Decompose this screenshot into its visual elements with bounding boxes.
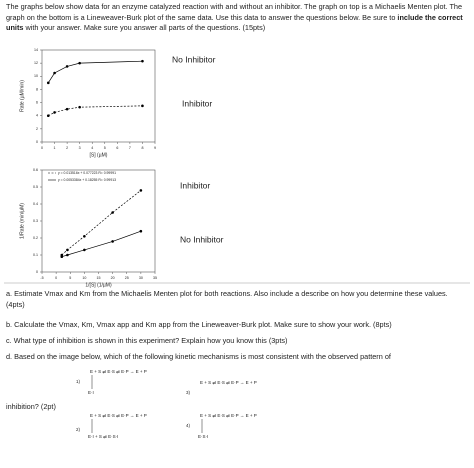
data-point: [141, 59, 144, 63]
series-line: [61, 190, 142, 256]
question: d. Based on the image below, which of th…: [6, 352, 391, 361]
data-point: [53, 111, 56, 114]
series-label: No Inhibitor: [180, 234, 224, 244]
x-tick-label: 20: [111, 276, 115, 280]
y-axis-label: 1/Rate (min/µM): [19, 203, 25, 239]
data-point: [65, 65, 69, 68]
y-tick-label: 14: [34, 48, 38, 52]
y-tick-label: 0.4: [33, 202, 38, 206]
plot-frame: [41, 49, 156, 143]
data-point: [111, 240, 114, 243]
x-tick-label: 4: [91, 146, 93, 150]
y-axis-label: Rate (µM/min): [19, 80, 25, 112]
data-point: [46, 114, 50, 118]
y-tick-label: 0.5: [33, 185, 38, 189]
y-tick-label: 0: [36, 270, 38, 274]
y-tick-label: 8: [36, 87, 38, 91]
mechanism-number: 3): [186, 390, 191, 395]
data-point: [66, 248, 69, 252]
x-tick-label: 6: [116, 146, 118, 150]
question: a. Estimate Vmax and Km from the Michael…: [6, 289, 448, 309]
x-tick-label: 7: [129, 146, 131, 150]
x-tick-label: 0: [41, 146, 43, 150]
legend-equation: y = 0.013516x + 0.077223 R= 0.99991: [58, 171, 116, 175]
y-tick-label: 12: [34, 61, 38, 65]
y-tick-label: 10: [34, 74, 38, 78]
x-tick-label: 0: [55, 276, 57, 280]
legend-equation: y = 0.0053384x + 0.18255 R= 0.99913: [58, 178, 116, 182]
x-axis-label: [S] (µM): [90, 152, 108, 158]
mechanism-number: 1): [76, 379, 81, 384]
question: inhibition? (2pt): [6, 402, 56, 411]
mechanism-below: E·I: [88, 390, 94, 395]
data-point: [53, 71, 56, 75]
data-point: [141, 104, 144, 108]
y-tick-label: 0.3: [33, 219, 38, 223]
series-label: Inhibitor: [182, 98, 212, 108]
mechanism-below: E·S·I: [198, 434, 208, 439]
question: b. Calculate the Vmax, Km, Vmax app and …: [6, 320, 392, 329]
y-tick-label: 0.1: [33, 253, 38, 257]
y-tick-label: 0.6: [33, 168, 38, 172]
y-tick-label: 4: [36, 114, 38, 118]
x-tick-label: 9: [154, 146, 156, 150]
x-tick-label: 2: [66, 146, 68, 150]
intro-text: The graphs below show data for an enzyme…: [6, 2, 463, 22]
intro-bold: include the correct units: [6, 12, 463, 33]
data-point: [65, 107, 69, 111]
intro: The graphs below show data for an enzyme…: [6, 2, 468, 34]
x-tick-label: 15: [97, 276, 101, 280]
y-tick-label: 2: [36, 127, 38, 131]
data-point: [66, 253, 69, 257]
x-tick-label: 35: [153, 276, 157, 280]
data-point: [139, 229, 143, 233]
x-tick-label: 1: [54, 146, 56, 150]
mechanism-scheme: E + S ⇌ E·S ⇌ E·P → E + P: [200, 413, 257, 418]
x-tick-label: 5: [104, 146, 106, 150]
series-line: [48, 105, 143, 117]
mechanism-scheme: E + S ⇌ E·S ⇌ E·P → E + P: [90, 369, 147, 374]
y-tick-label: 0: [36, 140, 38, 144]
mechanism-below: E·I + S ⇌ E·S·I: [88, 434, 118, 439]
data-point: [83, 235, 86, 238]
y-tick-label: 6: [36, 101, 38, 105]
data-point: [46, 81, 50, 85]
data-point: [83, 248, 86, 252]
intro-text: with your answer. Make sure you answer a…: [23, 23, 266, 32]
series-label: Inhibitor: [180, 180, 210, 190]
plot-frame: [41, 169, 156, 273]
mechanism-scheme: E + S ⇌ E·S ⇌ E·P → E + P: [90, 413, 147, 418]
data-point: [78, 105, 81, 109]
x-tick-label: 5: [69, 276, 71, 280]
x-tick-label: 30: [139, 276, 143, 280]
series-label: No Inhibitor: [172, 54, 216, 64]
data-point: [60, 255, 64, 258]
x-tick-label: 25: [125, 276, 129, 280]
mechanism-scheme: E + S ⇌ E·S ⇌ E·P → E + P: [200, 380, 257, 385]
mechanism-number: 4): [186, 423, 191, 428]
series-line: [61, 230, 141, 258]
mechanism-number: 2): [76, 427, 81, 432]
data-point: [139, 189, 143, 192]
x-axis-label: 1/[S] (1/µM): [85, 282, 112, 288]
y-tick-label: 0.2: [33, 236, 38, 240]
x-tick-label: 3: [79, 146, 81, 150]
x-tick-label: -5: [40, 276, 43, 280]
x-tick-label: 10: [82, 276, 86, 280]
data-point: [111, 211, 114, 214]
data-point: [78, 61, 81, 65]
x-tick-label: 8: [141, 146, 143, 150]
series-line: [47, 60, 143, 84]
question: c. What type of inhibition is shown in t…: [6, 336, 288, 345]
